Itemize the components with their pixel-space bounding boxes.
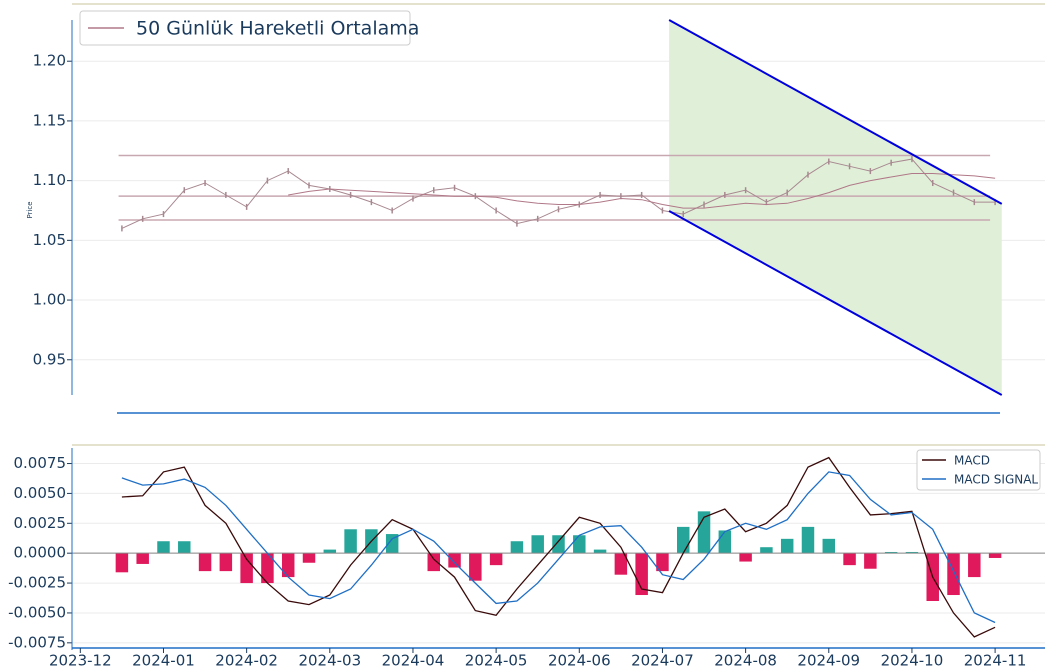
histogram-bar [760, 547, 773, 554]
x-tick-label: 2024-01 [132, 652, 195, 670]
histogram-bar [178, 541, 191, 554]
histogram-bar [489, 553, 503, 566]
histogram-bar [947, 553, 960, 596]
histogram-bar [198, 553, 212, 572]
histogram-bar [261, 553, 274, 584]
histogram-bar [115, 553, 129, 573]
histogram-bar [573, 535, 586, 554]
channel-line [668, 210, 1003, 396]
histogram-bar [884, 551, 898, 554]
histogram-bar [801, 526, 815, 554]
series-line [121, 456, 996, 638]
histogram-bar [219, 553, 233, 572]
histogram-bar [281, 553, 295, 578]
histogram-bar [718, 530, 732, 554]
histogram-bar [988, 553, 1002, 558]
y-tick-label: -0.0075 [8, 633, 66, 651]
histogram-bar [136, 553, 149, 564]
y-tick-label: -0.0050 [8, 603, 66, 621]
histogram-bar [385, 534, 399, 554]
y-tick-label: 1.15 [33, 111, 66, 129]
x-tick-label: 2023-12 [49, 652, 112, 670]
legend-label: MACD [954, 454, 990, 468]
histogram-bar [739, 553, 752, 562]
histogram-bar [323, 549, 337, 554]
histogram-bar [593, 549, 607, 554]
x-tick-label: 2024-05 [465, 652, 528, 670]
y-tick-label: -0.0025 [8, 574, 66, 592]
histogram-bar [843, 553, 856, 566]
channel-line [668, 19, 1003, 205]
x-tick-label: 2024-06 [548, 652, 611, 670]
x-tick-label: 2024-07 [631, 652, 694, 670]
histogram-bar [344, 529, 357, 554]
y-axis-label: Price [26, 201, 34, 218]
y-tick-label: 1.05 [33, 231, 66, 249]
histogram-bar [822, 538, 836, 554]
histogram-bar [302, 553, 316, 563]
x-tick-label: 2024-04 [382, 652, 445, 670]
channel-area [669, 20, 1002, 395]
histogram-bar [968, 553, 981, 578]
histogram-bar [677, 526, 690, 554]
x-tick-label: 2024-09 [797, 652, 860, 670]
x-tick-label: 2024-10 [881, 652, 944, 670]
histogram-bar [427, 553, 440, 572]
histogram-bar [614, 553, 628, 575]
histogram-bar [780, 538, 794, 554]
y-tick-label: 1.00 [33, 291, 66, 309]
histogram-bar [656, 553, 669, 572]
series-line [121, 471, 996, 624]
histogram-bar [240, 553, 253, 584]
x-tick-label: 2024-03 [298, 652, 361, 670]
x-tick-label: 2024-02 [215, 652, 278, 670]
series-line [121, 158, 996, 229]
y-tick-label: 0.0075 [14, 454, 67, 472]
histogram-bar [157, 541, 170, 554]
histogram-bar [552, 535, 565, 554]
legend-label: MACD SIGNAL [954, 473, 1038, 487]
y-tick-label: 1.10 [33, 171, 66, 189]
legend-box [916, 449, 1041, 491]
histogram-bar [510, 541, 524, 554]
histogram-bar [864, 553, 877, 569]
series-line [288, 173, 996, 209]
y-tick-label: 0.0000 [14, 544, 67, 562]
legend-box [79, 10, 411, 46]
y-tick-label: 0.0050 [14, 484, 67, 502]
histogram-bar [469, 553, 482, 581]
histogram-bar [905, 551, 919, 554]
y-tick-label: 0.95 [33, 350, 66, 368]
legend-label: 50 Günlük Hareketli Ortalama [136, 18, 419, 40]
histogram-bar [635, 553, 648, 596]
x-tick-label: 2024-11 [964, 652, 1027, 670]
x-tick-label: 2024-08 [714, 652, 777, 670]
histogram-bar [448, 553, 461, 568]
histogram-bar [531, 535, 544, 554]
y-tick-label: 1.20 [33, 52, 66, 70]
y-tick-label: 0.0025 [14, 514, 67, 532]
